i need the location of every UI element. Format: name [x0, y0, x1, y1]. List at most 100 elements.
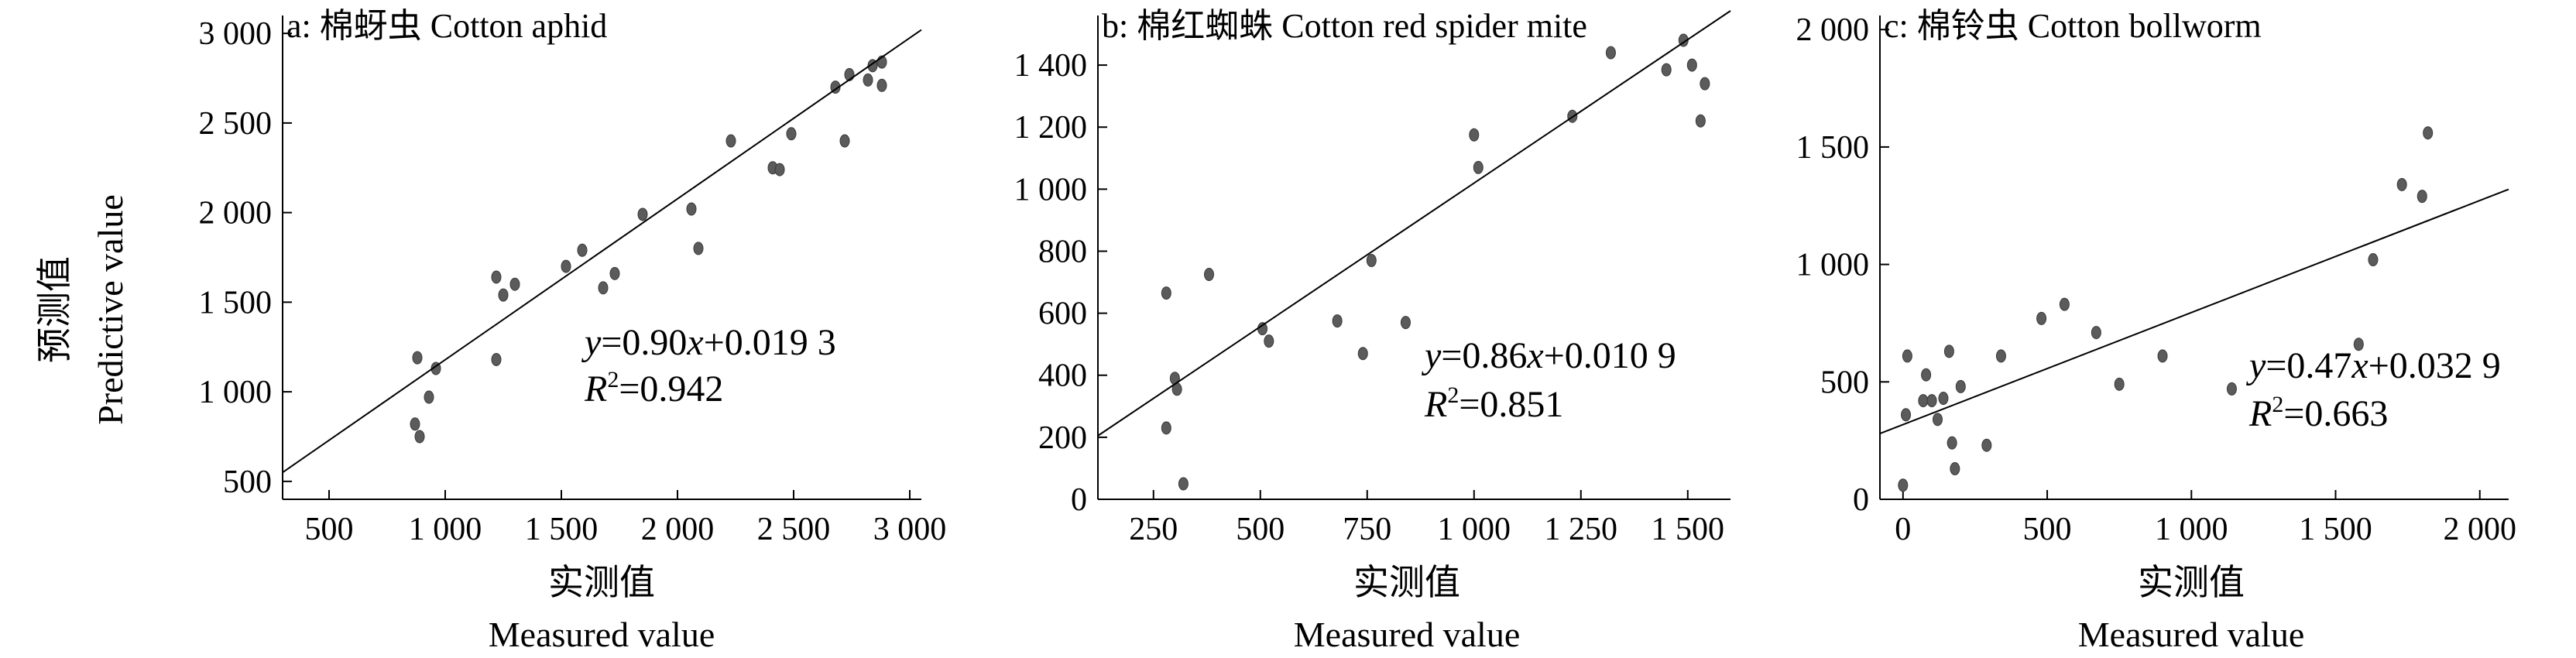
panel-c-data-point: [1926, 394, 1937, 408]
panel-a-r2: R2=0.942: [584, 367, 723, 410]
panel-a-ylabel-en: Predictive value: [91, 194, 130, 425]
panel-c-x-tick-label: 2 000: [2444, 512, 2517, 547]
panel-b-equation: y=0.86x+0.010 9: [1421, 335, 1676, 376]
panel-c-data-point: [1902, 349, 1912, 363]
panel-b-y-tick-label: 800: [1038, 234, 1087, 269]
panel-a-y-tick-label: 1 500: [199, 285, 273, 320]
panel-b-data-point: [1695, 114, 1706, 128]
panel-b-data-point: [1357, 347, 1368, 361]
panel-b-y-tick-label: 1 000: [1014, 172, 1088, 207]
panel-c-x-tick-label: 1 500: [2299, 512, 2372, 547]
panel-a-fit-line: [282, 29, 922, 474]
panel-c-data-point: [1947, 436, 1957, 450]
panel-a-axes: 500 1 000 1 500 2 000 2 500 3 000 500 1 000 1 50…: [199, 15, 947, 547]
panel-a-data-point: [498, 288, 509, 302]
panel-a-data-point: [561, 259, 571, 273]
panel-a-data-point: [863, 73, 873, 87]
panel-c-r2: R2=0.663: [2248, 392, 2388, 434]
panel-a-data-point: [412, 351, 423, 365]
panel-a-ylabel-cn: 预测值: [35, 256, 74, 363]
panel-b-data-point: [1332, 314, 1343, 328]
panel-b-data-point: [1661, 63, 1672, 77]
panel-a-data-point: [414, 430, 425, 444]
panel-a-y-tick-label: 3 000: [199, 16, 273, 52]
panel-a-data-point: [577, 243, 588, 257]
panel-b-data-point: [1178, 477, 1189, 491]
panel-c-data-point: [1918, 394, 1929, 408]
panel-b-x-tick-label: 750: [1343, 512, 1391, 547]
panel-b-data-point: [1605, 46, 1616, 60]
panel-a-y-tick-label: 1 000: [199, 375, 273, 410]
panel-a-data-point: [725, 134, 736, 148]
panel-a-x-tick-label: 2 500: [757, 512, 831, 547]
panel-a-x-tick-label: 2 000: [641, 512, 715, 547]
panel-b-data-point: [1469, 128, 1480, 142]
panel-b-x-tick-label: 1 250: [1545, 512, 1618, 547]
panel-c-data-point: [2417, 190, 2427, 204]
panel-c-data-point: [2423, 126, 2434, 140]
panel-a-x-tick-label: 500: [305, 512, 354, 547]
panel-a-data-point: [774, 163, 785, 176]
panel-b-y-tick-label: 400: [1038, 358, 1087, 394]
panel-c-data-point: [1981, 438, 1992, 452]
panel-c-xlabel-cn: 实测值: [2138, 563, 2245, 602]
panel-b-data-point: [1161, 421, 1171, 435]
panel-c-data-point: [1938, 392, 1949, 406]
panel-a-data-point: [509, 277, 520, 291]
panel-c-x-tick-label: 1 000: [2155, 512, 2228, 547]
panel-a-x-tick-label: 1 500: [525, 512, 599, 547]
panel-c-data-point: [2036, 311, 2047, 325]
panel-b-x-tick-label: 1 500: [1652, 512, 1725, 547]
panel-a-data-point: [410, 417, 420, 431]
panel-b-data-point: [1204, 268, 1215, 282]
panel-b-data-point: [1700, 77, 1710, 91]
panel-c-data-point: [1950, 462, 1960, 476]
panel-a-data-point: [693, 242, 704, 255]
panel-a-data-point: [637, 207, 648, 221]
panel-b-data-point: [1400, 316, 1411, 330]
panel-c-data-point: [2396, 177, 2407, 191]
panel-c-data-point: [1901, 408, 1912, 422]
panel-a-xlabel-cn: 实测值: [548, 563, 655, 602]
panel-c-x-tick-label: 0: [1895, 512, 1911, 547]
panel-a: 预测值 Predictive value a: 棉蚜虫 Cotton aphid…: [35, 7, 946, 654]
panel-b-y-tick-label: 1 400: [1014, 48, 1088, 84]
panel-a-x-tick-label: 3 000: [873, 512, 947, 547]
panel-c-y-tick-label: 1 500: [1796, 130, 1870, 166]
panel-a-data-point: [491, 352, 502, 366]
panel-c-data-point: [2114, 377, 2125, 391]
panel-c-data-point: [1932, 413, 1943, 427]
panel-b-y-tick-label: 200: [1038, 420, 1087, 456]
panel-c-fit-line: [1879, 188, 2509, 434]
panel-c-equation: y=0.47x+0.032 9: [2245, 345, 2501, 386]
panel-a-data-point: [876, 78, 887, 92]
panel-c-data-point: [2353, 338, 2364, 351]
panel-b-data-point: [1366, 254, 1377, 268]
panel-b-y-tick-label: 1 200: [1014, 110, 1088, 146]
panel-c-data-point: [1898, 478, 1909, 492]
panel-b-x-tick-label: 250: [1129, 512, 1178, 547]
panel-c: c: 棉铃虫 Cotton bollworm 0 500 1 000 1 500 2 0…: [1796, 7, 2517, 654]
panel-b-y-tick-label: 600: [1038, 296, 1087, 332]
panel-c-y-tick-label: 2 000: [1796, 12, 1870, 48]
panel-c-x-tick-label: 500: [2023, 512, 2072, 547]
panel-c-points: [1898, 126, 2434, 492]
panel-c-y-tick-label: 500: [1820, 365, 1869, 400]
panel-b-data-point: [1161, 286, 1171, 300]
panel-b: b: 棉红蜘蛛 Cotton red spider mite 0 200 400 60…: [1014, 7, 1731, 654]
panel-a-data-point: [786, 127, 797, 141]
panel-b-x-tick-label: 1 000: [1438, 512, 1511, 547]
panel-a-data-point: [839, 134, 850, 148]
panel-c-data-point: [1921, 368, 1932, 382]
panel-b-r2: R2=0.851: [1424, 382, 1563, 425]
panel-b-xlabel-cn: 实测值: [1353, 563, 1460, 602]
panel-c-y-tick-label: 0: [1853, 482, 1869, 518]
panel-a-data-point: [609, 266, 620, 280]
panel-c-data-point: [1943, 344, 1954, 358]
panel-c-data-point: [2226, 382, 2237, 396]
panel-b-axes: 0 200 400 600 800 1 000 1 200 1 400 250 500 750 1 0…: [1014, 15, 1730, 547]
panel-b-fit-line: [1097, 10, 1731, 437]
panel-b-points: [1161, 33, 1710, 491]
panel-a-title: a: 棉蚜虫 Cotton aphid: [286, 7, 607, 45]
